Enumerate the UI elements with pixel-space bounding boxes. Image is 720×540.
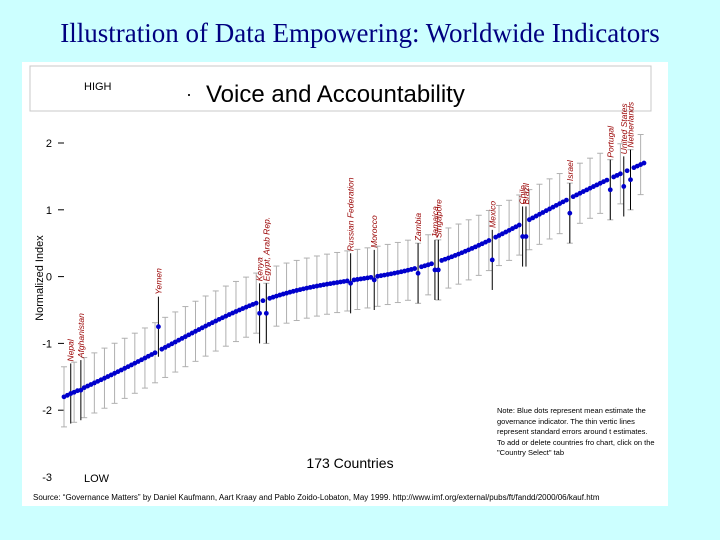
source-note: Source: “Governance Matters” by Daniel K… — [33, 493, 600, 502]
data-point — [489, 257, 495, 263]
data-point — [260, 298, 266, 304]
country-label: Zambia — [413, 213, 423, 243]
note-text: Note: Blue dots represent mean estimate … — [497, 406, 655, 457]
country-label: Chile — [518, 185, 528, 205]
data-point — [412, 266, 418, 271]
low-label: LOW — [84, 473, 110, 485]
country-label: Singapore — [433, 199, 443, 238]
y-tick-label: 2 — [46, 138, 52, 150]
country-label: Jamaica — [430, 206, 440, 239]
data-point — [641, 160, 647, 166]
data-point — [486, 238, 492, 243]
data-point — [435, 267, 441, 273]
data-point — [415, 270, 421, 276]
y-tick-label: -1 — [42, 338, 52, 350]
country-label: Yemen — [153, 268, 163, 295]
data-point — [263, 310, 269, 316]
data-point — [152, 350, 158, 356]
data-point — [432, 267, 438, 273]
data-point — [429, 261, 434, 267]
note-box: Note: Blue dots represent mean estimate … — [497, 406, 655, 457]
country-label: Nepal — [66, 338, 76, 361]
data-point — [621, 184, 627, 189]
data-point — [253, 300, 259, 306]
country-count: 173 Countries — [306, 455, 393, 471]
data-point — [368, 274, 374, 280]
country-label: Israel — [565, 159, 575, 181]
country-label: Brazil — [521, 182, 531, 204]
country-label: Mexico — [487, 201, 497, 228]
data-point — [520, 234, 526, 239]
data-point — [78, 387, 84, 393]
y-tick-label: 1 — [46, 205, 52, 217]
data-point — [516, 222, 522, 228]
chart-panel — [22, 62, 668, 506]
data-point — [257, 310, 262, 316]
chart-title: Voice and Accountability — [206, 81, 465, 108]
data-point — [624, 168, 630, 174]
y-axis-label: Normalized Index — [34, 235, 46, 321]
high-label: HIGH — [84, 81, 112, 93]
country-label: Portugal — [605, 125, 615, 158]
data-point — [607, 187, 613, 193]
y-tick-label: -2 — [42, 405, 52, 417]
data-point — [628, 177, 633, 183]
data-point — [564, 197, 569, 203]
data-point — [523, 234, 529, 239]
data-point — [156, 324, 161, 330]
title-band — [29, 65, 652, 112]
data-point — [344, 278, 350, 284]
data-point — [348, 280, 354, 286]
country-label: Morocco — [369, 215, 379, 248]
country-label: Kenya — [255, 257, 265, 281]
country-label: Netherlands — [626, 101, 636, 148]
data-point — [604, 177, 610, 183]
data-point — [371, 277, 377, 283]
country-label: Egypt, Arab Rep. — [261, 217, 271, 281]
title-bullet: · — [186, 84, 192, 104]
country-label: Russian Federation — [346, 177, 356, 251]
country-label: United States — [619, 103, 629, 155]
slide-title: Illustration of Data Empowering: Worldwi… — [60, 18, 660, 48]
country-label: Afghanistan — [76, 313, 86, 359]
data-point — [567, 210, 573, 216]
y-tick-label: 0 — [46, 272, 52, 284]
data-point — [617, 171, 623, 177]
y-tick-label: -3 — [42, 472, 52, 484]
